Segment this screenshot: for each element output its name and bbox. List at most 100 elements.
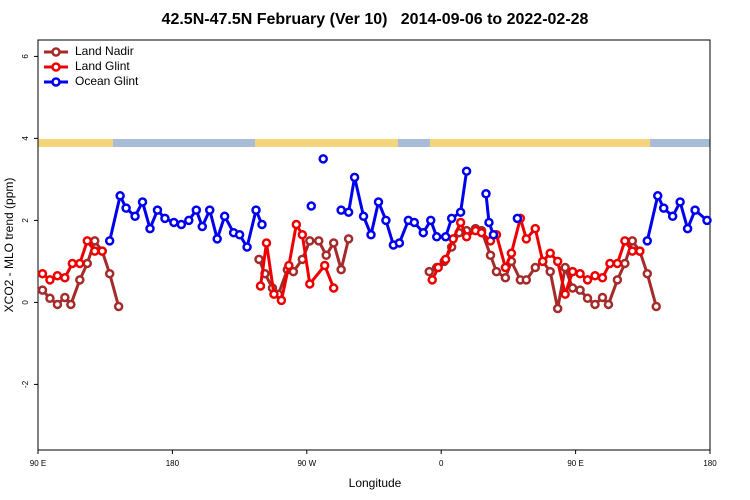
legend-label: Land Glint bbox=[75, 59, 130, 73]
data-point bbox=[204, 205, 215, 215]
data-point bbox=[431, 232, 442, 242]
legend-marker bbox=[51, 47, 61, 57]
data-point bbox=[537, 256, 548, 267]
data-point bbox=[288, 266, 299, 277]
x-axis-label: Longitude bbox=[349, 476, 402, 490]
data-point bbox=[257, 219, 267, 230]
data-point bbox=[184, 215, 194, 226]
data-point bbox=[66, 299, 76, 310]
data-point bbox=[552, 256, 563, 267]
data-point bbox=[484, 217, 494, 228]
data-point bbox=[612, 258, 623, 269]
data-point bbox=[642, 236, 653, 246]
data-point bbox=[349, 172, 360, 183]
data-point bbox=[284, 260, 294, 271]
ocean-band bbox=[398, 139, 430, 147]
data-point bbox=[582, 293, 593, 304]
data-point bbox=[328, 238, 339, 248]
data-point bbox=[424, 266, 435, 277]
data-point bbox=[603, 299, 614, 310]
data-point bbox=[506, 248, 517, 258]
data-point bbox=[521, 275, 532, 285]
data-point bbox=[115, 191, 125, 201]
data-point bbox=[60, 292, 70, 303]
data-point bbox=[234, 230, 245, 240]
data-point bbox=[104, 236, 115, 246]
data-point bbox=[394, 238, 405, 248]
data-point bbox=[75, 275, 85, 285]
data-point bbox=[305, 279, 315, 289]
data-point bbox=[130, 211, 140, 222]
data-point bbox=[476, 227, 487, 238]
data-point bbox=[560, 262, 570, 273]
data-point bbox=[605, 258, 615, 269]
data-point bbox=[481, 189, 491, 199]
data-point bbox=[306, 201, 317, 211]
data-point bbox=[675, 197, 685, 207]
data-point bbox=[52, 299, 63, 310]
data-point bbox=[89, 236, 100, 246]
data-point bbox=[297, 230, 308, 240]
data-point bbox=[575, 285, 585, 295]
data-point bbox=[319, 260, 330, 271]
data-point bbox=[276, 295, 287, 306]
data-point bbox=[620, 258, 630, 269]
data-point bbox=[261, 238, 272, 248]
data-point bbox=[373, 197, 384, 207]
data-point bbox=[590, 299, 600, 310]
data-point bbox=[366, 230, 376, 240]
data-point bbox=[690, 205, 700, 215]
x-tick-label: 180 bbox=[703, 459, 717, 468]
data-point bbox=[425, 215, 436, 226]
data-point bbox=[269, 289, 279, 299]
data-point bbox=[552, 303, 563, 314]
data-point bbox=[635, 246, 645, 256]
data-point bbox=[448, 234, 458, 244]
data-point bbox=[318, 154, 328, 164]
data-point bbox=[485, 250, 496, 260]
data-point bbox=[440, 254, 451, 265]
data-point bbox=[658, 203, 669, 213]
data-point bbox=[418, 227, 429, 238]
y-tick-label: 6 bbox=[21, 54, 30, 59]
data-point bbox=[137, 197, 148, 207]
data-point bbox=[500, 262, 511, 273]
data-point bbox=[197, 221, 208, 232]
data-point bbox=[642, 268, 653, 279]
data-point bbox=[45, 275, 55, 285]
data-point bbox=[702, 215, 712, 226]
data-point bbox=[651, 301, 661, 312]
data-point bbox=[255, 281, 266, 291]
data-point bbox=[160, 213, 170, 224]
data-point bbox=[82, 236, 93, 246]
series-line bbox=[41, 216, 640, 302]
legend-label: Ocean Glint bbox=[75, 74, 139, 88]
data-point bbox=[343, 207, 354, 217]
y-tick-label: 0 bbox=[21, 300, 30, 305]
data-point bbox=[567, 283, 578, 293]
data-point bbox=[682, 223, 693, 234]
plot-frame bbox=[37, 39, 711, 451]
legend-label: Land Nadir bbox=[75, 44, 134, 58]
data-point bbox=[597, 273, 608, 283]
data-point bbox=[612, 275, 623, 285]
data-point bbox=[381, 215, 391, 226]
data-point bbox=[75, 258, 85, 269]
data-point bbox=[251, 205, 261, 215]
land-band bbox=[38, 139, 113, 147]
x-tick-label: 0 bbox=[439, 459, 444, 468]
data-point bbox=[440, 232, 451, 242]
data-point bbox=[455, 207, 466, 217]
x-tick-label: 90 W bbox=[297, 459, 316, 468]
data-point bbox=[242, 242, 252, 252]
chart-title: 42.5N-47.5N February (Ver 10) 2014-09-06… bbox=[162, 11, 589, 28]
y-tick-label: 2 bbox=[21, 218, 30, 223]
x-tick-label: 90 E bbox=[567, 459, 583, 468]
data-point bbox=[667, 211, 678, 222]
data-point bbox=[212, 234, 222, 244]
data-point bbox=[427, 275, 437, 285]
data-point bbox=[488, 230, 499, 240]
data-point bbox=[37, 268, 48, 279]
